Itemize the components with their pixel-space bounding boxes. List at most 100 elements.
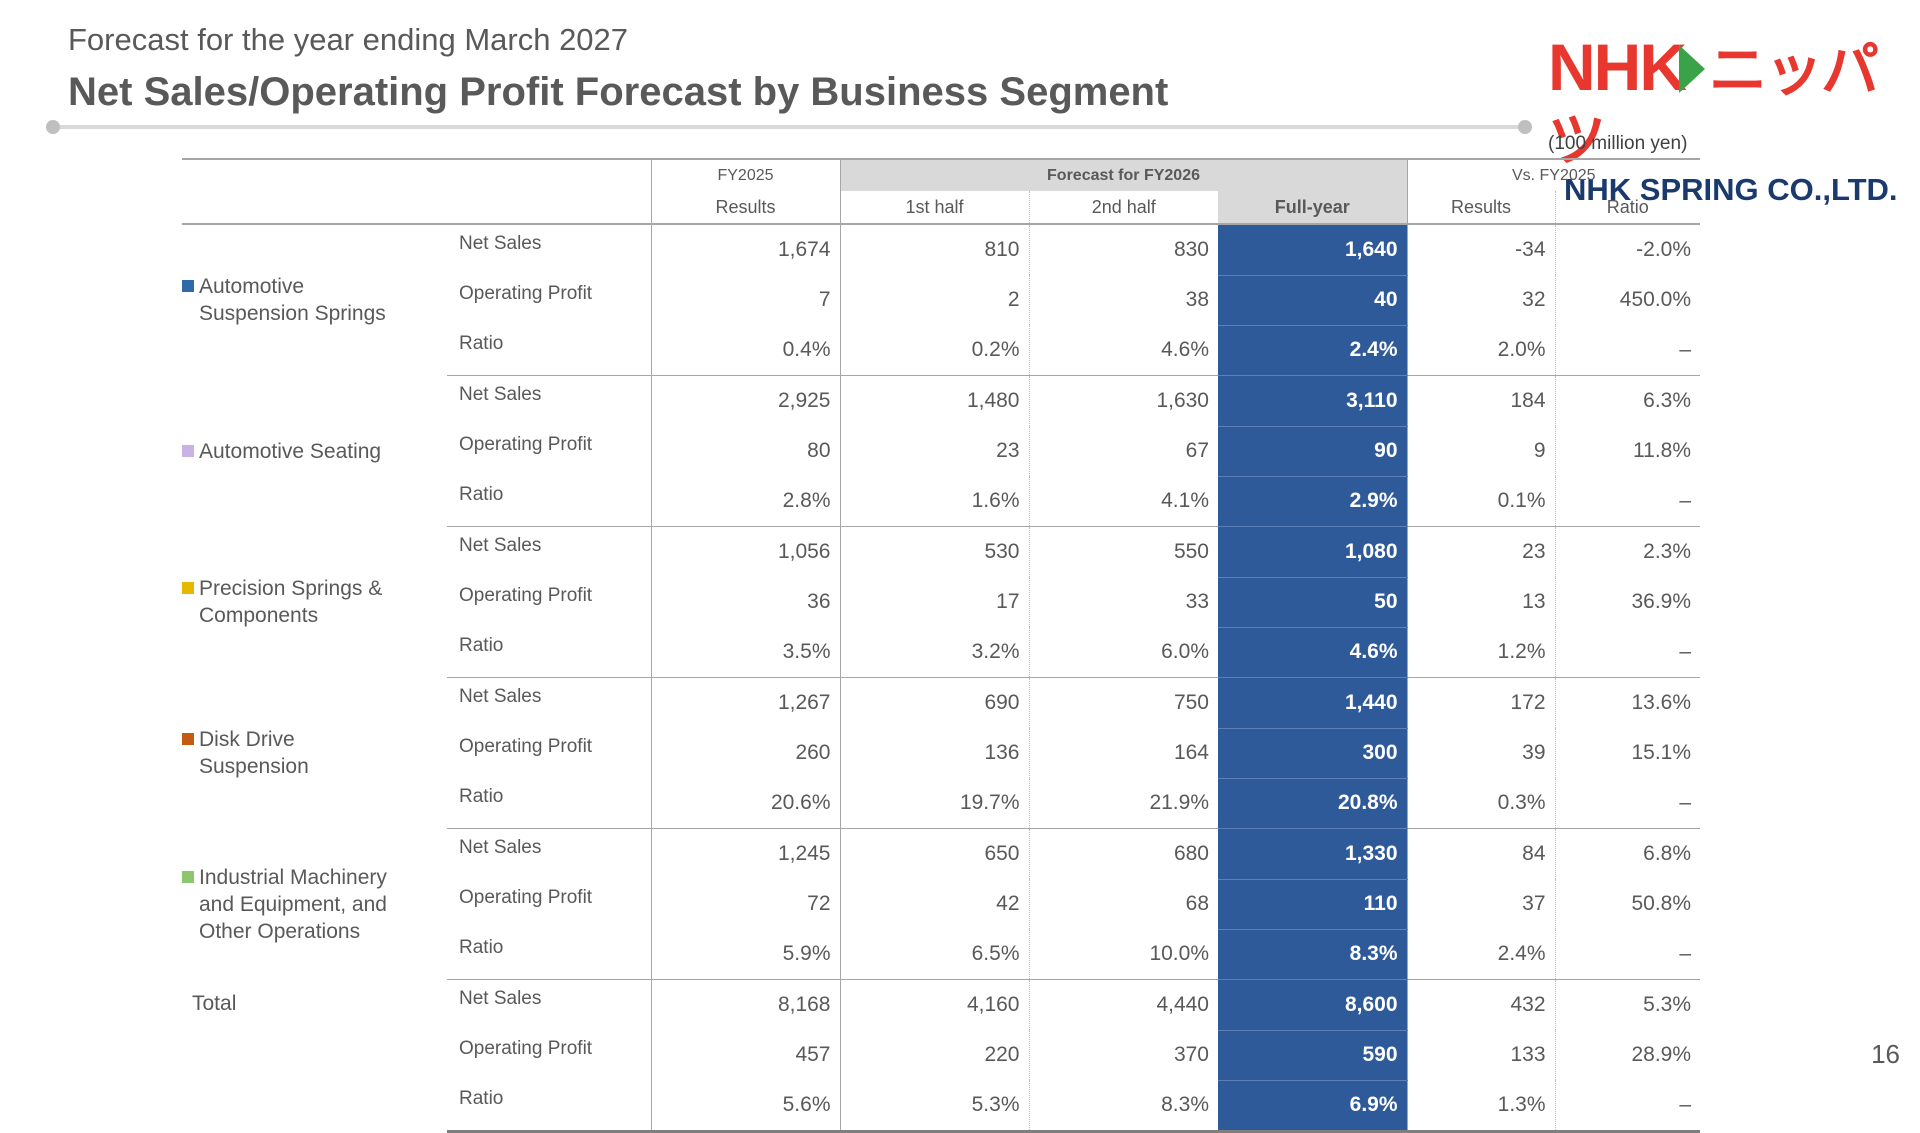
cell-fy2025-results: 3.5% <box>650 627 840 678</box>
table-row: Operating Profit 7 2 38 40 32 450.0% <box>182 275 1701 326</box>
cell-fy2025-results: 1,245 <box>650 828 840 879</box>
metric-label: Operating Profit <box>459 283 593 304</box>
metric-label: Net Sales <box>459 233 542 254</box>
cell-full-year: 110 <box>1218 879 1408 930</box>
table-body: Automotive Suspension Springs Net Sales 1,6… <box>182 224 1701 1133</box>
header-blank <box>182 158 447 191</box>
divider-dot-left <box>46 120 60 134</box>
cell-second-half: 164 <box>1028 728 1218 778</box>
cell-second-half: 750 <box>1028 677 1218 728</box>
metric-label: Ratio <box>447 929 651 980</box>
divider-dot-right <box>1518 120 1532 134</box>
cell-vs-ratio: -2.0% <box>1554 224 1701 275</box>
cell-vs-results: 133 <box>1406 1030 1556 1080</box>
cell-vs-ratio: 11.8% <box>1554 426 1701 476</box>
cell-first-half: 1.6% <box>839 476 1029 527</box>
cell-first-half: 810 <box>839 224 1029 275</box>
cell-vs-results: 172 <box>1406 677 1556 728</box>
cell-vs-results: 84 <box>1406 828 1556 879</box>
cell-first-half: 0.2% <box>839 325 1029 376</box>
cell-vs-results: 2.0% <box>1406 325 1556 376</box>
cell-vs-ratio: 2.3% <box>1554 526 1701 577</box>
cell-full-year: 8,600 <box>1218 979 1408 1031</box>
segment-name-line: Suspension <box>199 755 309 778</box>
cell-vs-ratio: 6.3% <box>1554 375 1701 426</box>
cell-first-half: 3.2% <box>839 627 1029 678</box>
cell-vs-ratio: – <box>1554 929 1701 980</box>
segment-name-line: Automotive Seating <box>199 439 382 463</box>
logo-top-text: NHK <box>1548 30 1687 104</box>
cell-full-year: 50 <box>1218 577 1408 628</box>
cell-fy2025-results: 36 <box>650 577 840 627</box>
cell-fy2025-results: 7 <box>650 275 840 325</box>
table-row: Ratio 3.5% 3.2% 6.0% 4.6% 1.2% – <box>182 627 1701 678</box>
table-row: Automotive Seating Net Sales 2,925 1,480 1,6… <box>182 375 1701 463</box>
cell-fy2025-results: 80 <box>650 426 840 476</box>
table-row: Operating Profit 260 136 164 300 39 15.1% <box>182 728 1701 779</box>
table-row: Precision Springs & Components Net Sales 1,… <box>182 526 1701 627</box>
cell-second-half: 4,440 <box>1028 979 1218 1030</box>
cell-full-year: 3,110 <box>1218 375 1408 427</box>
cell-first-half: 1,480 <box>839 375 1029 426</box>
segment-name: Automotive Suspension Springs <box>182 224 447 376</box>
segment-name-line: Components <box>199 604 319 627</box>
cell-vs-ratio: 50.8% <box>1554 879 1701 929</box>
cell-fy2025-results: 72 <box>650 879 840 929</box>
table-row: Ratio 2.8% 1.6% 4.1% 2.9% 0.1% – <box>182 476 1701 527</box>
header-blank <box>447 158 651 191</box>
header-first-half: 1st half <box>839 191 1029 225</box>
segment-color-swatch <box>182 733 194 745</box>
segment-name: Total <box>182 980 447 1132</box>
segment-name-line: Total <box>192 991 237 1015</box>
cell-vs-ratio: 13.6% <box>1554 677 1701 728</box>
page-title: Net Sales/Operating Profit Forecast by B… <box>68 70 1169 114</box>
metric-label: Operating Profit <box>459 585 593 606</box>
cell-second-half: 8.3% <box>1028 1080 1218 1133</box>
header-row-2: Results 1st half 2nd half Full-year Resu… <box>182 191 1701 225</box>
metric-label: Ratio <box>447 778 651 829</box>
table-row: Automotive Suspension Springs Net Sales 1,6… <box>182 224 1701 325</box>
segment-name-line: Suspension Springs <box>199 302 386 326</box>
cell-vs-ratio: – <box>1554 778 1701 829</box>
metric-label: Operating Profit <box>459 434 593 455</box>
segment-color-swatch <box>182 280 194 293</box>
cell-first-half: 6.5% <box>839 929 1029 980</box>
segment-color-swatch <box>182 444 194 457</box>
metric-label: Operating Profit <box>459 1038 593 1059</box>
cell-second-half: 830 <box>1028 224 1218 275</box>
cell-full-year: 300 <box>1218 728 1408 779</box>
header-vs-results: Results <box>1406 191 1556 225</box>
cell-full-year: 8.3% <box>1218 929 1408 980</box>
cell-fy2025-results: 5.6% <box>650 1080 840 1133</box>
cell-vs-results: 0.1% <box>1406 476 1556 527</box>
segment-name: Precision Springs & Components <box>182 527 447 678</box>
cell-second-half: 68 <box>1028 879 1218 929</box>
page-number: 16 <box>1871 1039 1900 1069</box>
cell-vs-results: 32 <box>1406 275 1556 325</box>
cell-vs-ratio: – <box>1554 627 1701 678</box>
cell-full-year: 1,640 <box>1218 224 1408 276</box>
metric-label: Net Sales <box>459 837 542 858</box>
cell-second-half: 38 <box>1028 275 1218 325</box>
unit-note: (100 million yen) <box>1548 133 1688 154</box>
segment-name-line: and Equipment, and <box>199 892 387 916</box>
metric-label: Net Sales <box>459 988 542 1009</box>
cell-fy2025-results: 2.8% <box>650 476 840 527</box>
cell-full-year: 590 <box>1218 1030 1408 1081</box>
cell-vs-ratio: 36.9% <box>1554 577 1701 627</box>
cell-full-year: 1,080 <box>1218 526 1408 578</box>
cell-first-half: 136 <box>839 728 1029 778</box>
cell-fy2025-results: 260 <box>650 728 840 778</box>
header-vs-fy2025: Vs. FY2025 <box>1406 158 1701 191</box>
metric-label: Operating Profit <box>459 736 593 757</box>
table-row: Disk Drive Suspension Net Sales 1,267 690 750… <box>182 677 1701 778</box>
cell-first-half: 220 <box>839 1030 1029 1080</box>
cell-second-half: 370 <box>1028 1030 1218 1080</box>
table-row: Ratio 5.9% 6.5% 10.0% 8.3% 2.4% – <box>182 929 1701 980</box>
cell-vs-results: 9 <box>1406 426 1556 476</box>
cell-second-half: 10.0% <box>1028 929 1218 980</box>
logo-arrow-icon <box>1679 44 1705 93</box>
cell-vs-ratio: 28.9% <box>1554 1030 1701 1080</box>
table-row: Total Net Sales 8,168 4,160 4,440 8,600 432 5.3… <box>182 979 1701 1031</box>
cell-second-half: 4.6% <box>1028 325 1218 376</box>
